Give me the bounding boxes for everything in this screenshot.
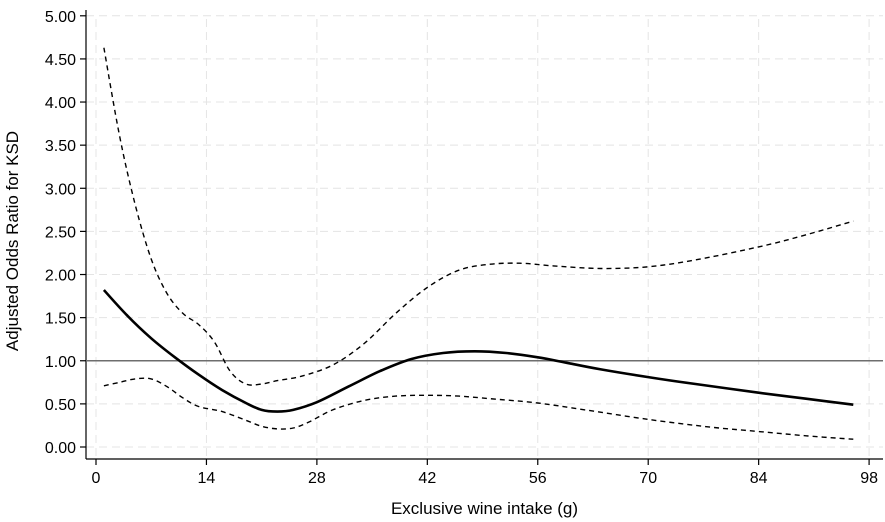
odds-ratio-line — [102, 289, 854, 413]
ticks: 0 14 28 42 56 70 84 98 0.00 0.50 1.00 1.50 2.00 2.50 3… — [45, 9, 878, 487]
y-tick-label: 0.00 — [45, 440, 76, 457]
x-tick-label: 28 — [308, 470, 326, 487]
x-tick-label: 70 — [639, 470, 657, 487]
y-tick-label: 2.00 — [45, 268, 76, 285]
series-group — [102, 47, 854, 440]
y-tick-label: 2.50 — [45, 224, 76, 241]
y-tick-label: 4.50 — [45, 52, 76, 69]
y-tick-label: 1.50 — [45, 311, 76, 328]
x-tick-label: 84 — [750, 470, 768, 487]
y-tick-label: 3.50 — [45, 138, 76, 155]
axes — [85, 10, 883, 460]
y-tick-label: 4.00 — [45, 95, 76, 112]
confidence-bound-line — [103, 377, 854, 440]
x-axis-title: Exclusive wine intake (g) — [391, 499, 578, 518]
confidence-bound-line — [103, 47, 854, 386]
x-tick-label: 98 — [860, 470, 878, 487]
x-tick-label: 0 — [92, 470, 101, 487]
x-tick-label: 56 — [529, 470, 547, 487]
y-axis-title: Adjusted Odds Ratio for KSD — [3, 131, 22, 351]
y-tick-label: 1.00 — [45, 354, 76, 371]
y-tick-label: 0.50 — [45, 397, 76, 414]
y-tick-label: 3.00 — [45, 181, 76, 198]
y-tick-label: 5.00 — [45, 9, 76, 26]
x-tick-label: 42 — [418, 470, 436, 487]
x-tick-label: 14 — [198, 470, 216, 487]
